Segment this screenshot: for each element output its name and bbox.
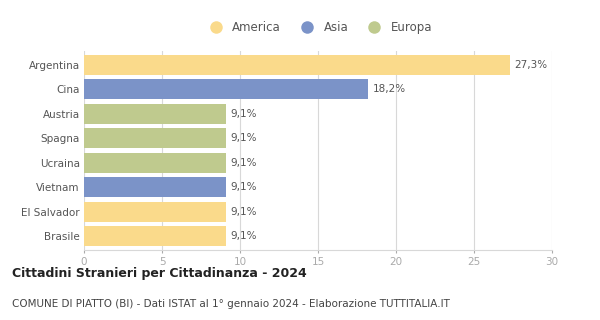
Text: 9,1%: 9,1% [230, 158, 257, 168]
Bar [84, 226, 226, 246]
Text: 9,1%: 9,1% [230, 109, 257, 119]
Bar [84, 128, 226, 148]
Bar [84, 104, 226, 124]
Text: 27,3%: 27,3% [515, 60, 548, 70]
Text: 18,2%: 18,2% [373, 84, 406, 94]
Text: 9,1%: 9,1% [230, 182, 257, 192]
Bar [84, 153, 226, 173]
Text: 9,1%: 9,1% [230, 207, 257, 217]
Text: Cittadini Stranieri per Cittadinanza - 2024: Cittadini Stranieri per Cittadinanza - 2… [12, 267, 307, 280]
Bar [84, 79, 368, 99]
Legend: America, Asia, Europa: America, Asia, Europa [204, 21, 432, 34]
Bar [84, 55, 510, 75]
Bar [84, 177, 226, 197]
Text: 9,1%: 9,1% [230, 231, 257, 241]
Text: COMUNE DI PIATTO (BI) - Dati ISTAT al 1° gennaio 2024 - Elaborazione TUTTITALIA.: COMUNE DI PIATTO (BI) - Dati ISTAT al 1°… [12, 299, 450, 309]
Text: 9,1%: 9,1% [230, 133, 257, 143]
Bar [84, 202, 226, 222]
